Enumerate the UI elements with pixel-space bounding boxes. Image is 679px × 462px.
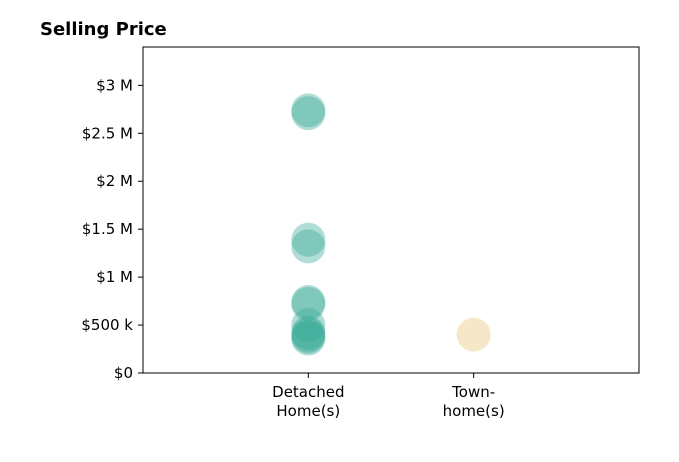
x-tick-label-0-line-0: Detached	[272, 383, 344, 401]
data-point-series-0-1	[291, 96, 326, 131]
y-tick-label-2: $1 M	[96, 268, 133, 286]
data-point-series-1-0	[456, 317, 491, 352]
data-point-series-0-2	[291, 222, 326, 257]
x-tick-label-1-line-0: Town-	[451, 383, 495, 401]
plot-area: $0 $500 k $1 M $1.5 M $2 M $2.5 M $3 M Detached…	[81, 46, 640, 420]
x-tick-label-1-line-1: home(s)	[443, 402, 505, 420]
chart-title: Selling Price	[40, 19, 167, 40]
y-tick-label-5: $2.5 M	[82, 124, 133, 142]
y-tick-label-4: $2 M	[96, 172, 133, 190]
data-point-series-0-9	[291, 319, 326, 354]
y-tick-label-6: $3 M	[96, 76, 133, 94]
y-tick-label-0: $0	[114, 364, 133, 382]
y-tick-label-3: $1.5 M	[82, 220, 133, 238]
data-point-series-0-10	[291, 321, 326, 356]
data-point-series-0-3	[291, 229, 326, 264]
data-point-series-0-5	[291, 286, 326, 321]
data-point-series-0-7	[291, 315, 326, 350]
data-point-series-0-6	[291, 308, 326, 343]
y-tick-label-1: $500 k	[81, 316, 133, 334]
data-point-series-0-8	[291, 317, 326, 352]
x-tick-label-0-line-1: Home(s)	[276, 402, 340, 420]
data-point-series-0-4	[291, 285, 326, 320]
plot-frame	[142, 46, 640, 374]
data-point-series-0-0	[291, 93, 326, 128]
